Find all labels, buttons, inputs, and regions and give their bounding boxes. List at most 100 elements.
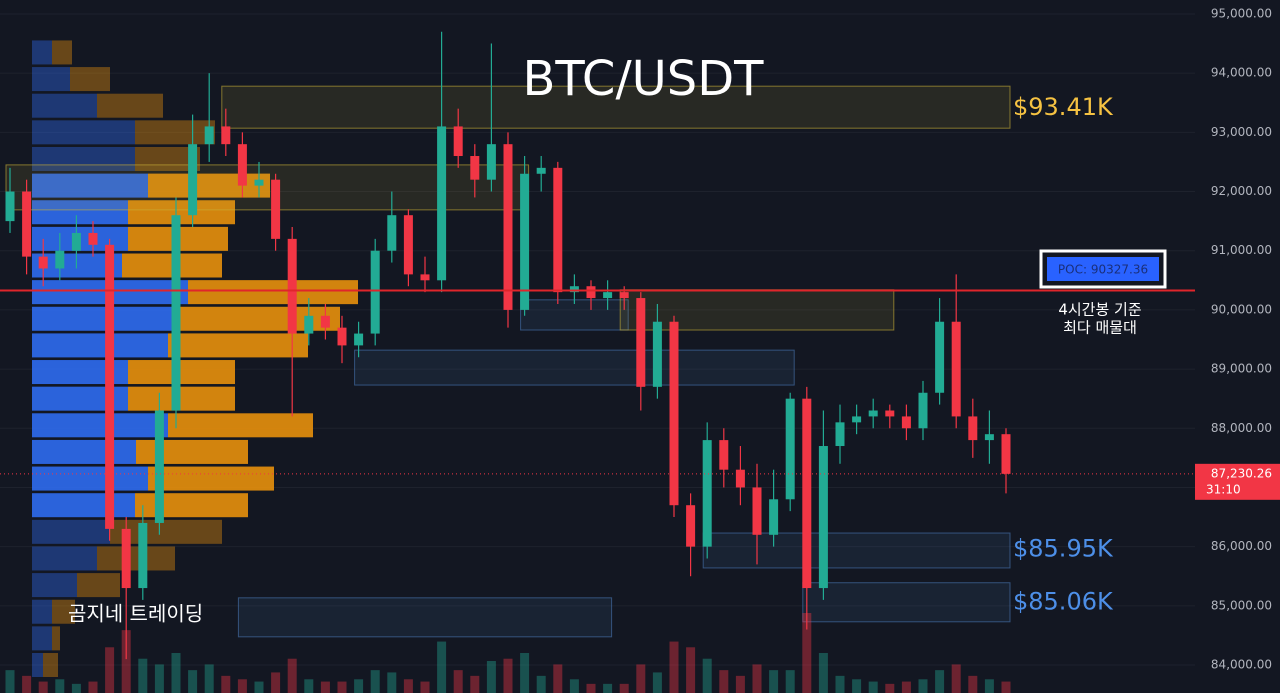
zone (702, 532, 1011, 569)
volume-bar (470, 675, 480, 693)
watermark: 곰지네 트레이딩 (68, 602, 203, 626)
volume-bar (221, 675, 231, 693)
candle-body (503, 144, 513, 310)
candle-body (603, 292, 613, 299)
profile-sell (52, 40, 72, 65)
candle-body (271, 179, 281, 239)
profile-buy (32, 333, 168, 358)
candle-body (237, 144, 247, 186)
candle-body (719, 440, 729, 470)
profile-sell (180, 306, 340, 331)
candle-body (38, 256, 48, 269)
candle-body (984, 434, 994, 441)
volume-bar (237, 679, 247, 693)
candle-body (1001, 434, 1011, 474)
candle-body (221, 126, 231, 145)
volume-bar (337, 681, 347, 693)
poc-note: 최다 매물대 (1063, 319, 1137, 337)
y-tick-label: 85,000.00 (1211, 598, 1272, 612)
zone (354, 349, 795, 386)
profile-sell (52, 599, 75, 624)
candle-body (752, 487, 762, 535)
profile-buy (32, 413, 168, 438)
candle-body (370, 250, 380, 334)
profile-sell (70, 67, 110, 92)
candle-body (818, 446, 828, 589)
y-tick-label: 95,000.00 (1211, 6, 1272, 20)
volume-bar (586, 683, 596, 693)
volume-bar (453, 670, 463, 693)
last-price-box (1195, 463, 1280, 500)
candle-body (304, 315, 314, 334)
y-tick-label: 84,000.00 (1211, 658, 1272, 672)
volume-bar (652, 672, 662, 693)
volume-bar (984, 679, 994, 693)
profile-sell (128, 200, 235, 225)
last-price-label: 87,230.26 (1211, 466, 1272, 480)
volume-bar (121, 630, 131, 693)
profile-buy (32, 173, 148, 198)
candle-body (71, 232, 81, 251)
candle-body (918, 392, 928, 429)
volume-bar (138, 658, 148, 693)
candle-body (138, 522, 148, 589)
candle-body (951, 321, 961, 417)
volume-bar (785, 670, 795, 693)
profile-buy (32, 120, 135, 145)
zone-label: $85.06K (1013, 587, 1114, 615)
profile-sell (148, 173, 270, 198)
volume-bar (603, 683, 613, 693)
candle-body (22, 191, 32, 257)
profile-sell (97, 93, 163, 118)
profile-sell (168, 333, 308, 358)
candle-body (802, 398, 812, 589)
volume-bar (22, 675, 32, 693)
profile-buy (32, 146, 135, 171)
volume-bar (802, 613, 812, 693)
y-tick-label: 89,000.00 (1211, 362, 1272, 376)
candle-body (420, 274, 430, 281)
profile-sell (52, 626, 60, 651)
volume-bar (520, 653, 530, 693)
candle-body (735, 469, 745, 488)
candle-body (553, 167, 563, 293)
candle-body (901, 416, 911, 429)
poc-note: 4시간봉 기준 (1058, 301, 1142, 319)
volume-bar (171, 653, 181, 693)
profile-sell (135, 120, 215, 145)
candle-body (669, 321, 679, 506)
volume-bar (304, 679, 314, 693)
candle-body (387, 215, 397, 251)
zone (221, 85, 1011, 129)
profile-buy (32, 67, 70, 92)
chart-title: BTC/USDT (522, 51, 764, 107)
volume-bar (254, 681, 264, 693)
zone (802, 582, 1011, 623)
volume-bar (769, 670, 779, 693)
volume-bar (437, 641, 447, 693)
poc-box (1047, 257, 1159, 281)
candle-body (453, 126, 463, 157)
volume-bar (154, 664, 164, 693)
candle-body (486, 144, 496, 180)
zone-label: $85.95K (1013, 535, 1114, 563)
candle-body (403, 215, 413, 275)
volume-bar (553, 664, 563, 693)
candle-body (835, 422, 845, 447)
candle-body (5, 191, 15, 222)
volume-bar (71, 683, 81, 693)
candle-body (769, 499, 779, 535)
candle-body (868, 410, 878, 417)
profile-buy (32, 653, 43, 678)
volume-bar (370, 670, 380, 693)
candle-body (852, 416, 862, 423)
volume-bar (702, 658, 712, 693)
zone (520, 299, 629, 331)
profile-buy (32, 599, 52, 624)
profile-sell (188, 280, 358, 305)
candle-body (470, 156, 480, 180)
volume-bar (420, 681, 430, 693)
y-tick-label: 91,000.00 (1211, 243, 1272, 257)
profile-buy (32, 200, 128, 225)
